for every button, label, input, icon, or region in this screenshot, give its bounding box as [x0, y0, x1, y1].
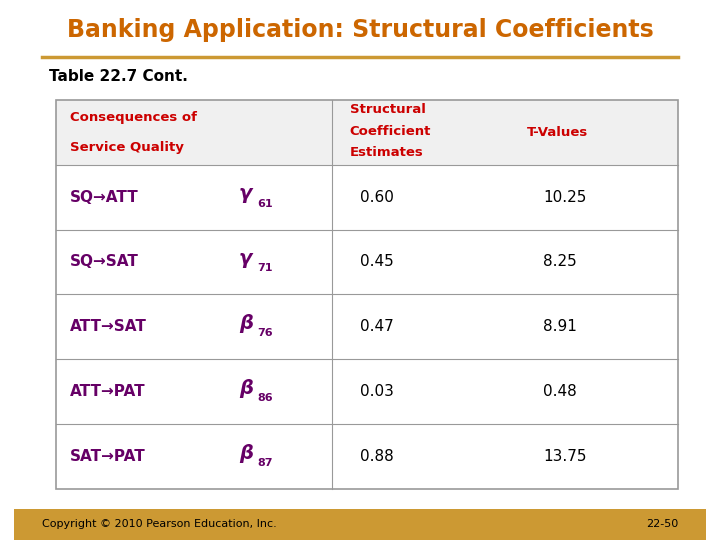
- Text: SQ→ATT: SQ→ATT: [70, 190, 138, 205]
- Text: β: β: [239, 314, 253, 333]
- Text: 76: 76: [258, 328, 274, 338]
- Text: 0.48: 0.48: [543, 384, 577, 399]
- Text: 8.25: 8.25: [543, 254, 577, 269]
- Text: 61: 61: [258, 199, 274, 208]
- Text: β: β: [239, 379, 253, 398]
- Text: 0.03: 0.03: [360, 384, 394, 399]
- Text: 0.45: 0.45: [360, 254, 394, 269]
- Text: ATT→PAT: ATT→PAT: [70, 384, 145, 399]
- Text: Structural: Structural: [350, 103, 426, 116]
- Text: SQ→SAT: SQ→SAT: [70, 254, 138, 269]
- Text: Copyright © 2010 Pearson Education, Inc.: Copyright © 2010 Pearson Education, Inc.: [42, 519, 276, 529]
- Text: 86: 86: [258, 393, 274, 403]
- Text: 10.25: 10.25: [543, 190, 587, 205]
- Text: T-Values: T-Values: [526, 126, 588, 139]
- Text: Coefficient: Coefficient: [350, 125, 431, 138]
- Bar: [14, 509, 706, 540]
- Text: 13.75: 13.75: [543, 449, 587, 464]
- Text: 22-50: 22-50: [646, 519, 678, 529]
- Text: β: β: [239, 443, 253, 463]
- Text: 87: 87: [258, 458, 273, 468]
- Text: SAT→PAT: SAT→PAT: [70, 449, 145, 464]
- Text: 71: 71: [258, 264, 273, 273]
- Text: Estimates: Estimates: [350, 146, 423, 159]
- Text: 0.60: 0.60: [360, 190, 394, 205]
- Text: ATT→SAT: ATT→SAT: [70, 319, 147, 334]
- Text: Banking Application: Structural Coefficients: Banking Application: Structural Coeffici…: [67, 18, 653, 42]
- Text: 0.47: 0.47: [360, 319, 394, 334]
- Text: Consequences of: Consequences of: [70, 111, 197, 124]
- Bar: [56, 100, 678, 165]
- Text: γ: γ: [239, 184, 252, 204]
- Text: 0.88: 0.88: [360, 449, 394, 464]
- Text: 8.91: 8.91: [543, 319, 577, 334]
- Bar: [56, 100, 678, 489]
- Text: Table 22.7 Cont.: Table 22.7 Cont.: [49, 69, 188, 84]
- Text: γ: γ: [239, 249, 252, 268]
- Text: Service Quality: Service Quality: [70, 141, 184, 154]
